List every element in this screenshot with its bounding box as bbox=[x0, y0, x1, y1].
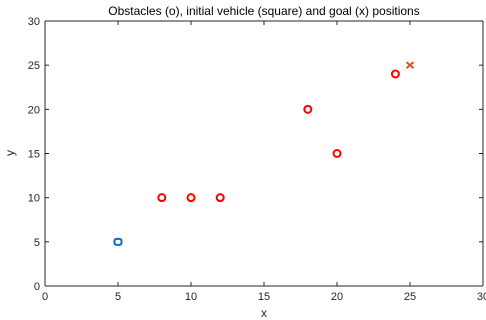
obstacle-marker bbox=[303, 104, 313, 114]
goal-marker-stroke bbox=[405, 61, 415, 69]
obstacle-marker bbox=[332, 149, 342, 158]
x-tick-label: 0 bbox=[42, 291, 48, 303]
x-tick-label: 20 bbox=[331, 291, 343, 303]
x-tick-label: 30 bbox=[477, 291, 486, 303]
obstacle-marker bbox=[215, 193, 225, 203]
y-tick-label: 25 bbox=[28, 60, 40, 72]
x-tick-label: 5 bbox=[115, 291, 121, 303]
y-tick-label: 20 bbox=[28, 104, 40, 116]
plot-area bbox=[45, 21, 483, 286]
vehicle-marker bbox=[113, 237, 123, 246]
x-tick-label: 15 bbox=[258, 291, 270, 303]
data-marks bbox=[113, 61, 415, 246]
obstacle-marker bbox=[157, 193, 167, 203]
obstacle-marker bbox=[186, 193, 196, 203]
x-axis-label: x bbox=[261, 306, 267, 320]
chart-title: Obstacles (o), initial vehicle (square) … bbox=[108, 4, 419, 18]
obstacle-marker bbox=[390, 69, 400, 79]
x-tick-label: 10 bbox=[185, 291, 197, 303]
y-tick-label: 15 bbox=[28, 149, 40, 161]
y-axis-label: y bbox=[3, 150, 17, 156]
y-tick-label: 30 bbox=[28, 16, 40, 28]
y-tick-label: 5 bbox=[34, 237, 40, 249]
y-tick-label: 10 bbox=[28, 193, 40, 205]
x-tick-label: 25 bbox=[404, 291, 416, 303]
axes: 0 5 10 15 20 25 30 0 5 10 15 20 25 30 bbox=[28, 16, 486, 303]
goal-marker bbox=[405, 61, 415, 69]
y-tick-label: 0 bbox=[34, 281, 40, 293]
